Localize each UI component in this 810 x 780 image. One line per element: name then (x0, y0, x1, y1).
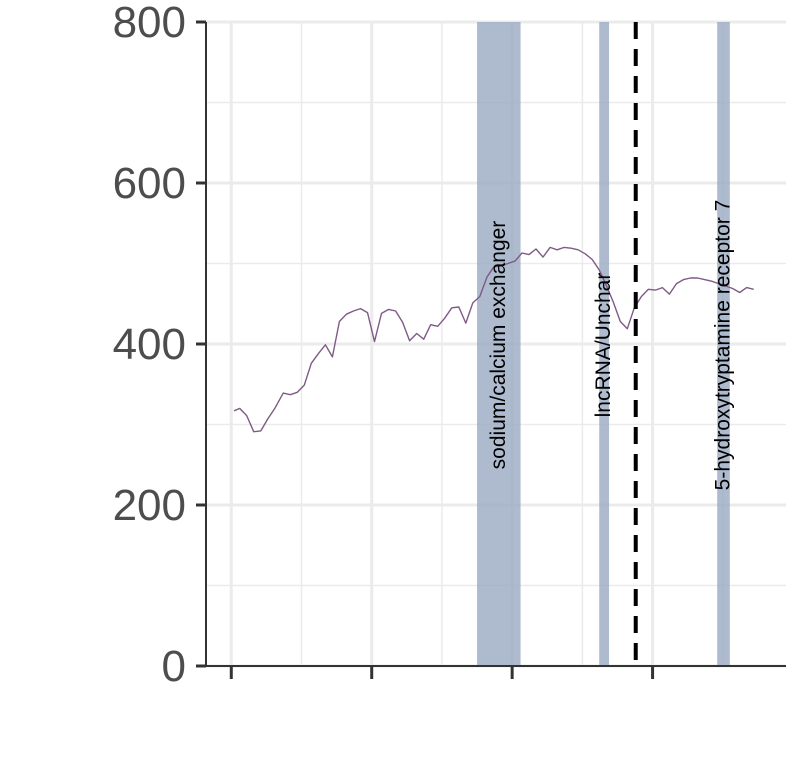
band-label: sodium/calcium exchanger (487, 221, 510, 470)
y-tick-label: 800 (113, 0, 186, 47)
y-tick-label: 0 (162, 642, 186, 691)
y-tick-label: 600 (113, 159, 186, 208)
y-tick-label: 200 (113, 481, 186, 530)
band-labels: sodium/calcium exchanger lncRNA/Unchar 5-h… (487, 200, 735, 491)
highlight-band (477, 22, 521, 666)
highlight-bands (477, 22, 730, 666)
highlight-band (599, 22, 610, 666)
highlight-band (717, 22, 730, 666)
series-line (233, 246, 754, 433)
x-ticks (229, 666, 655, 679)
band-label: lncRNA/Unchar (592, 273, 615, 418)
y-ticks: 0 200 400 600 800 (113, 0, 206, 691)
series-layer (233, 246, 754, 433)
band-label: 5-hydroxytryptamine receptor 7 (712, 200, 735, 491)
y-tick-label: 400 (113, 320, 186, 369)
